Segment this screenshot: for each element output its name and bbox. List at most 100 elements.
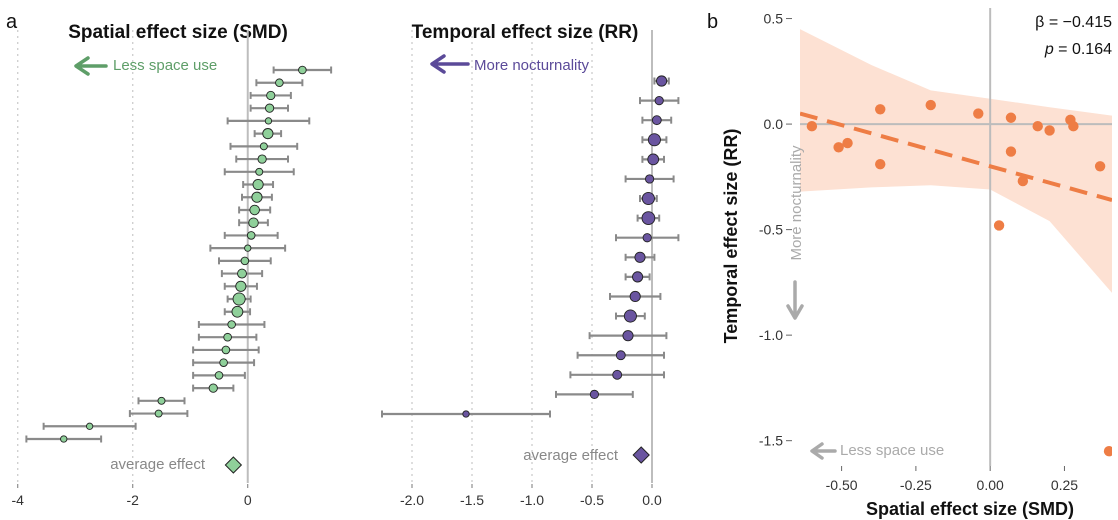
effect-row bbox=[242, 178, 275, 191]
effect-point bbox=[249, 204, 260, 216]
temporal-effect-rows bbox=[381, 75, 680, 418]
spatial-gridlines bbox=[17, 30, 134, 483]
data-point bbox=[925, 99, 936, 111]
effect-point bbox=[237, 268, 247, 279]
effect-row bbox=[641, 133, 668, 147]
effect-point bbox=[154, 409, 163, 418]
regression-y-axis-title: Temporal effect size (RR) bbox=[721, 129, 741, 344]
effect-row bbox=[197, 332, 258, 342]
data-point bbox=[842, 137, 853, 149]
effect-row bbox=[624, 174, 675, 184]
effect-row bbox=[639, 191, 658, 206]
effect-point bbox=[248, 217, 259, 228]
effect-row bbox=[641, 153, 665, 166]
effect-point bbox=[647, 133, 661, 147]
effect-row bbox=[641, 115, 673, 126]
effect-row bbox=[192, 358, 256, 367]
panel-label-a: a bbox=[6, 11, 18, 33]
average-diamond bbox=[224, 456, 243, 474]
effect-row bbox=[223, 231, 279, 240]
tick-label: 0.00 bbox=[977, 477, 1004, 493]
data-point bbox=[973, 108, 984, 119]
regression-x-axis-title: Spatial effect size (SMD) bbox=[866, 499, 1074, 519]
data-point bbox=[1032, 120, 1043, 132]
data-point bbox=[1017, 175, 1029, 187]
effect-row bbox=[241, 191, 273, 203]
effect-row bbox=[25, 435, 103, 443]
effect-row bbox=[209, 244, 287, 252]
effect-point bbox=[219, 358, 228, 367]
effect-row bbox=[137, 396, 186, 405]
arrow-left-icon bbox=[74, 56, 108, 76]
effect-point bbox=[257, 154, 267, 164]
p-symbol: p bbox=[1044, 41, 1054, 58]
effect-row bbox=[223, 167, 295, 176]
effect-point bbox=[235, 280, 247, 292]
temporal-average-label: average effect bbox=[523, 447, 619, 464]
effect-point bbox=[641, 211, 656, 225]
effect-row bbox=[223, 305, 252, 318]
data-point bbox=[833, 142, 844, 153]
effect-row bbox=[197, 320, 266, 329]
effect-row bbox=[42, 422, 137, 430]
effect-row bbox=[615, 309, 646, 323]
effect-point bbox=[615, 350, 626, 361]
tick-label: -0.25 bbox=[900, 477, 932, 493]
spatial-effect-rows bbox=[25, 65, 333, 443]
confidence-band bbox=[800, 29, 1112, 293]
effect-point bbox=[644, 174, 655, 184]
effect-point bbox=[266, 90, 276, 101]
tick-label: -0.50 bbox=[826, 477, 858, 493]
regression-p-text: p = 0.164 bbox=[1044, 41, 1112, 58]
effect-point bbox=[214, 371, 224, 380]
effect-row bbox=[624, 271, 651, 283]
temporal-forest-plot: Temporal effect size (RR) More nocturnal… bbox=[381, 22, 680, 508]
data-point bbox=[1044, 125, 1055, 136]
effect-row bbox=[381, 410, 551, 418]
data-point bbox=[1005, 146, 1017, 157]
effect-point bbox=[157, 396, 166, 405]
data-point bbox=[1068, 120, 1079, 132]
panel-label-b: b bbox=[707, 11, 718, 33]
tick-label: -1.5 bbox=[759, 433, 783, 449]
effect-point bbox=[275, 78, 284, 88]
effect-point bbox=[259, 142, 268, 151]
effect-point bbox=[589, 389, 600, 400]
effect-row bbox=[636, 211, 661, 225]
tick-label: -4 bbox=[12, 492, 25, 508]
effect-point bbox=[251, 191, 263, 203]
effect-point bbox=[656, 75, 668, 87]
tick-label: 0.5 bbox=[764, 11, 784, 27]
tick-label: 0.25 bbox=[1051, 477, 1078, 493]
average-diamond bbox=[632, 446, 650, 464]
data-point bbox=[1005, 112, 1017, 123]
data-point bbox=[993, 220, 1005, 231]
tick-label: -1.0 bbox=[520, 492, 544, 508]
temporal-plot-title: Temporal effect size (RR) bbox=[412, 22, 639, 43]
regression-y-annotation-text: More nocturnality bbox=[788, 145, 805, 261]
temporal-x-ticks: -2.0 -1.5 -1.0 -0.5 0.0 bbox=[400, 484, 662, 508]
effect-row bbox=[218, 256, 272, 266]
tick-label: 0 bbox=[244, 492, 252, 508]
effect-point bbox=[632, 271, 644, 283]
effect-point bbox=[85, 422, 94, 430]
effect-row bbox=[569, 369, 665, 380]
effect-row bbox=[272, 65, 333, 75]
regression-fit-line bbox=[800, 111, 1112, 202]
effect-row bbox=[220, 268, 264, 279]
effect-point bbox=[641, 191, 655, 206]
effect-point bbox=[252, 178, 264, 191]
effect-row bbox=[226, 117, 311, 125]
effect-point bbox=[298, 65, 307, 75]
effect-row bbox=[235, 154, 289, 164]
effect-row bbox=[253, 128, 283, 140]
effect-row bbox=[192, 383, 235, 393]
regression-x-annotation-text: Less space use bbox=[840, 442, 944, 459]
effect-row bbox=[192, 345, 260, 355]
regression-y-annotation: More nocturnality bbox=[786, 145, 805, 320]
effect-row bbox=[555, 389, 634, 400]
effect-row bbox=[255, 78, 304, 88]
effect-row bbox=[588, 330, 668, 342]
effect-point bbox=[629, 290, 641, 303]
